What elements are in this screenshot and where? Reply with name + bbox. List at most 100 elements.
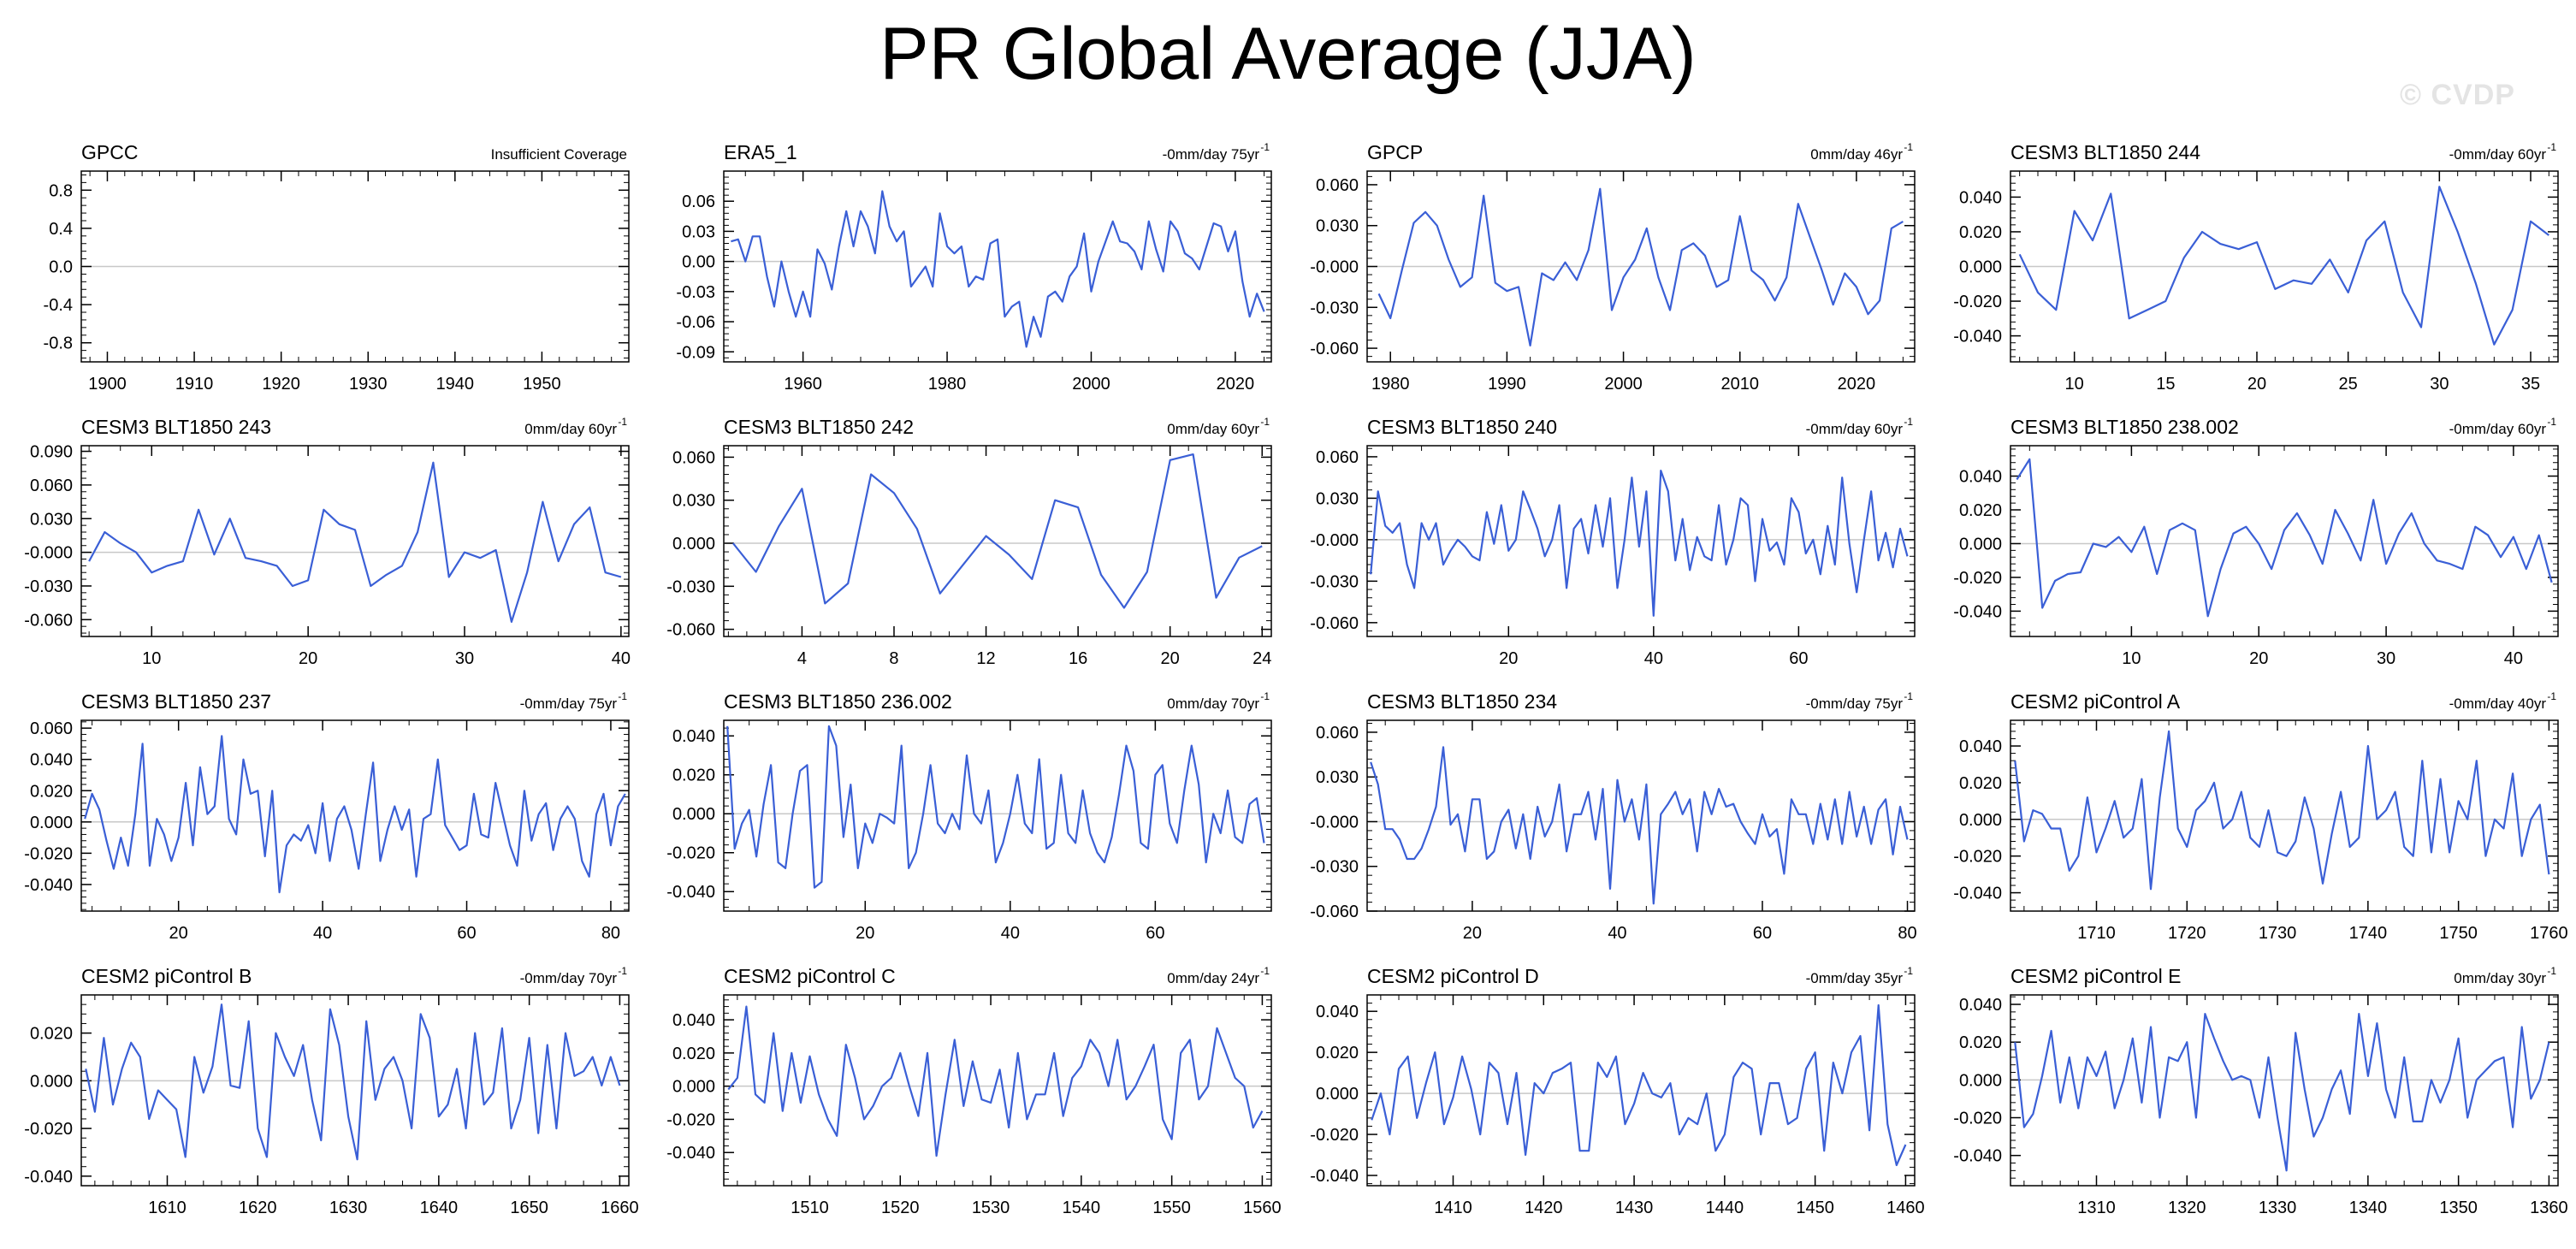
x-tick-label: 1450	[1796, 1199, 1834, 1217]
x-tick-label: 24	[1252, 649, 1271, 668]
x-tick-label: 1550	[1152, 1199, 1191, 1217]
y-tick-label: -0.020	[1953, 848, 2002, 867]
x-tick-label: 40	[2504, 649, 2523, 668]
x-tick-label: 10	[2122, 649, 2141, 668]
x-tick-label: 1950	[523, 375, 561, 394]
x-tick-label: 1920	[262, 375, 300, 394]
trend-label: 0mm/day 70yr	[1167, 696, 1259, 712]
y-tick-label: -0.020	[24, 1120, 73, 1139]
panel-5: 0.060 0.030 0.000 -0.030 -0.060 4 8 12 16 20 24 CES…	[666, 416, 1272, 668]
x-tick-label: 16	[1069, 649, 1087, 668]
x-tick-label: 1340	[2349, 1199, 2388, 1217]
x-tick-label: 20	[2247, 375, 2266, 394]
x-tick-label: 30	[2377, 649, 2395, 668]
y-tick-label: -0.030	[1310, 572, 1359, 591]
x-tick-label: 40	[1644, 649, 1663, 668]
x-tick-label: 1630	[329, 1199, 368, 1217]
x-tick-label: 1980	[928, 375, 967, 394]
y-tick-label: -0.03	[676, 283, 715, 302]
y-tick-label: -0.000	[1310, 258, 1359, 277]
trend-label: -0mm/day 70yr	[520, 970, 618, 986]
x-tick-label: 40	[612, 649, 631, 668]
y-tick-label: 0.040	[30, 751, 73, 770]
y-tick-label: 0.4	[49, 220, 73, 239]
panel-title: CESM2 piControl B	[81, 965, 252, 987]
y-tick-label: -0.060	[666, 621, 715, 640]
y-tick-label: -0.060	[1310, 614, 1359, 633]
trend-label: 0mm/day 24yr	[1167, 970, 1259, 986]
cvdp-watermark: © CVDP	[2400, 79, 2515, 111]
trend-label: Insufficient Coverage	[491, 146, 627, 163]
trend-exponent: -1	[618, 416, 627, 428]
x-tick-label: 4	[797, 649, 807, 668]
series-line	[1377, 187, 1904, 346]
trend-exponent: -1	[618, 965, 627, 977]
y-tick-label: 0.040	[1959, 188, 2002, 207]
x-tick-label: 12	[976, 649, 995, 668]
x-tick-label: 20	[1463, 924, 1482, 943]
panel-title: CESM3 BLT1850 236.002	[724, 690, 952, 713]
y-tick-label: 0.06	[682, 192, 715, 211]
x-tick-label: 1320	[2168, 1199, 2206, 1217]
x-tick-label: 1910	[175, 375, 214, 394]
trend-label: -0mm/day 40yr	[2449, 696, 2547, 712]
trend-label: -0mm/day 60yr	[2449, 421, 2547, 437]
panel-6: 0.060 0.030 -0.000 -0.030 -0.060 20 40 60 CESM3 …	[1310, 416, 1916, 668]
x-tick-label: 8	[889, 649, 898, 668]
y-tick-label: -0.020	[1310, 1126, 1359, 1145]
series-line	[2014, 730, 2550, 891]
y-tick-label: -0.020	[1953, 293, 2002, 311]
y-tick-label: -0.060	[24, 611, 73, 630]
y-tick-label: 0.020	[1959, 501, 2002, 520]
x-tick-label: 40	[1001, 924, 1020, 943]
x-tick-label: 1960	[784, 375, 822, 394]
panel-title: CESM2 piControl C	[724, 965, 896, 987]
series-line	[84, 735, 626, 894]
y-tick-label: 0.040	[672, 1011, 715, 1030]
y-tick-label: 0.0	[49, 258, 73, 277]
panel-title: CESM2 piControl D	[1367, 965, 1539, 987]
panel-11: 0.040 0.020 0.000 -0.020 -0.040 1710 1720 1730 1…	[1953, 690, 2567, 943]
panel-12: 0.020 0.000 -0.020 -0.040 1610 1620 1630 1640 16…	[24, 965, 638, 1217]
trend-label: 0mm/day 46yr	[1810, 146, 1903, 163]
y-tick-label: -0.040	[24, 1168, 73, 1187]
x-tick-label: 80	[601, 924, 620, 943]
y-tick-label: -0.030	[666, 577, 715, 596]
x-tick-label: 1610	[148, 1199, 187, 1217]
trend-exponent: -1	[2547, 141, 2556, 153]
x-tick-label: 1720	[2168, 924, 2206, 943]
y-tick-label: -0.000	[1310, 813, 1359, 832]
x-tick-label: 1350	[2439, 1199, 2478, 1217]
y-tick-label: -0.040	[1953, 885, 2002, 903]
y-tick-label: 0.020	[30, 1025, 73, 1044]
panel-9: 0.040 0.020 0.000 -0.020 -0.040 20 40 60 CESM3 B…	[666, 690, 1272, 943]
plot-frame	[80, 445, 630, 637]
x-tick-label: 1650	[510, 1199, 548, 1217]
y-tick-label: 0.090	[30, 443, 73, 462]
x-tick-label: 2000	[1604, 375, 1643, 394]
y-tick-label: 0.000	[30, 1072, 73, 1091]
y-tick-label: 0.060	[30, 477, 73, 495]
y-tick-label: 0.000	[1959, 258, 2002, 277]
trend-label: 0mm/day 60yr	[1167, 421, 1259, 437]
y-tick-label: 0.030	[1316, 768, 1359, 787]
trend-label: -0mm/day 75yr	[520, 696, 618, 712]
y-tick-label: 0.040	[672, 727, 715, 746]
x-tick-label: 60	[457, 924, 476, 943]
series-line	[731, 190, 1265, 348]
x-tick-label: 80	[1898, 924, 1916, 943]
y-tick-label: 0.040	[1316, 1003, 1359, 1021]
plot-frame	[2010, 719, 2559, 912]
x-tick-label: 40	[1608, 924, 1626, 943]
y-tick-label: 0.020	[30, 782, 73, 801]
y-tick-label: 0.040	[1959, 737, 2002, 756]
y-tick-label: 0.060	[30, 719, 73, 738]
y-tick-label: 0.020	[1959, 223, 2002, 242]
y-tick-label: 0.000	[672, 535, 715, 553]
y-tick-label: 0.030	[672, 492, 715, 511]
y-tick-label: -0.030	[1310, 858, 1359, 877]
x-tick-label: 60	[1789, 649, 1808, 668]
series-line	[85, 1003, 621, 1161]
trend-label: -0mm/day 60yr	[1806, 421, 1904, 437]
panel-14: 0.040 0.020 0.000 -0.020 -0.040 1410 1420 1430 1…	[1310, 965, 1924, 1217]
